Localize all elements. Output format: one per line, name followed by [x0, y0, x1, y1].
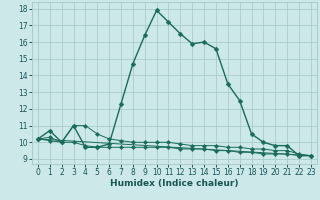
- X-axis label: Humidex (Indice chaleur): Humidex (Indice chaleur): [110, 179, 239, 188]
